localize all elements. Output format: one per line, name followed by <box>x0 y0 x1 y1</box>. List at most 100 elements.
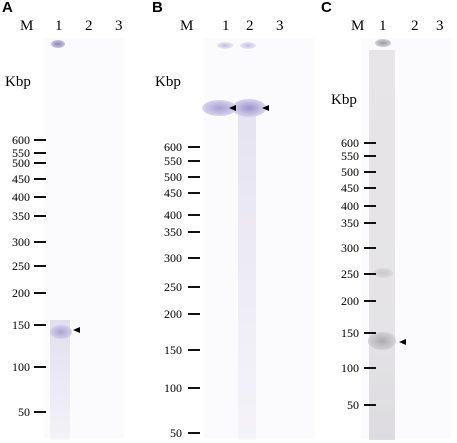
ladder-label-500: 500 <box>12 156 30 170</box>
unit-label: Kbp <box>331 92 357 108</box>
ladder-label-450: 450 <box>12 172 30 186</box>
band-lane-1-140kbp <box>368 332 396 350</box>
ladder-tick-50 <box>34 411 46 413</box>
lane-label-m: M <box>180 18 194 34</box>
ladder-tick-300 <box>364 247 376 249</box>
ladder-label-300: 300 <box>12 235 30 249</box>
ladder-label-550: 550 <box>341 149 359 163</box>
ladder-label-600: 600 <box>164 140 182 154</box>
ladder-label-350: 350 <box>12 209 30 223</box>
gel-lanes <box>44 38 124 438</box>
gel-lanes <box>204 38 314 438</box>
band-lane-1-145kbp <box>50 325 72 339</box>
lane-label-1: 1 <box>55 18 63 34</box>
panel-letter: C <box>321 0 332 16</box>
ladder-tick-350 <box>364 222 376 224</box>
lane-1-smear <box>50 320 70 440</box>
arrowhead-marker-lane-1 <box>229 105 236 111</box>
ladder-tick-200 <box>188 313 200 315</box>
ladder-tick-500 <box>34 162 46 164</box>
ladder-tick-250 <box>188 286 200 288</box>
ladder-tick-50 <box>188 432 200 434</box>
ladder-tick-400 <box>34 196 46 198</box>
lane-label-2: 2 <box>246 18 254 34</box>
lane-label-m: M <box>20 18 34 34</box>
ladder-label-50: 50 <box>170 426 182 440</box>
ladder-label-50: 50 <box>347 398 359 412</box>
ladder-tick-150 <box>188 349 200 351</box>
unit-label: Kbp <box>5 74 31 90</box>
ladder-label-150: 150 <box>12 318 30 332</box>
ladder-label-350: 350 <box>341 216 359 230</box>
ladder-label-600: 600 <box>12 133 30 147</box>
lane-label-3: 3 <box>436 18 444 34</box>
ladder-label-350: 350 <box>164 225 182 239</box>
ladder-label-200: 200 <box>341 294 359 308</box>
ladder-tick-150 <box>364 332 376 334</box>
ladder-tick-600 <box>364 142 376 144</box>
lane-label-1: 1 <box>222 18 230 34</box>
ladder-tick-450 <box>364 187 376 189</box>
ladder-tick-550 <box>34 152 46 154</box>
ladder-label-300: 300 <box>164 251 182 265</box>
band-lane-1-250kbp <box>373 268 393 278</box>
panel-letter: A <box>2 0 13 16</box>
lane-label-2: 2 <box>411 18 419 34</box>
ladder-tick-300 <box>34 241 46 243</box>
ladder-tick-500 <box>188 176 200 178</box>
ladder-label-500: 500 <box>164 170 182 184</box>
lane-1-smear <box>369 50 395 440</box>
ladder-tick-100 <box>34 366 46 368</box>
ladder-tick-550 <box>364 155 376 157</box>
ladder-label-550: 550 <box>164 154 182 168</box>
ladder-tick-600 <box>188 146 200 148</box>
ladder-label-450: 450 <box>341 181 359 195</box>
lane-label-3: 3 <box>276 18 284 34</box>
panel-a: A M 1 2 3 Kbp 600 550 500 450 400 350 30… <box>0 0 152 443</box>
ladder-tick-350 <box>188 231 200 233</box>
arrowhead-marker <box>399 339 406 345</box>
ladder-label-600: 600 <box>341 136 359 150</box>
ladder-label-450: 450 <box>164 186 182 200</box>
ladder-tick-500 <box>364 171 376 173</box>
ladder-label-400: 400 <box>164 208 182 222</box>
ladder-label-100: 100 <box>12 360 30 374</box>
lane-label-3: 3 <box>115 18 123 34</box>
panel-c: C M 1 2 3 Kbp 600 550 500 450 400 350 30… <box>319 0 457 443</box>
ladder-tick-100 <box>188 387 200 389</box>
ladder-label-300: 300 <box>341 241 359 255</box>
ladder-tick-550 <box>188 160 200 162</box>
ladder-tick-250 <box>364 273 376 275</box>
panel-b: B M 1 2 3 Kbp 600 550 500 450 400 350 30… <box>152 0 319 443</box>
ladder-label-500: 500 <box>341 165 359 179</box>
ladder-label-250: 250 <box>341 267 359 281</box>
ladder-tick-450 <box>188 192 200 194</box>
well-band-lane-1 <box>217 42 233 49</box>
ladder-label-150: 150 <box>341 326 359 340</box>
ladder-label-400: 400 <box>341 199 359 213</box>
ladder-label-100: 100 <box>341 361 359 375</box>
well-band-lane-2 <box>240 42 256 49</box>
ladder-label-200: 200 <box>12 286 30 300</box>
ladder-tick-350 <box>34 215 46 217</box>
ladder-label-550: 550 <box>12 146 30 160</box>
well-band-lane-1 <box>375 39 391 47</box>
band-lane-1-top <box>202 100 237 116</box>
band-lane-2-top <box>232 99 266 117</box>
ladder-tick-50 <box>364 404 376 406</box>
ladder-tick-200 <box>364 300 376 302</box>
ladder-label-250: 250 <box>12 259 30 273</box>
ladder-tick-200 <box>34 292 46 294</box>
lane-label-m: M <box>351 18 365 34</box>
ladder-tick-600 <box>34 139 46 141</box>
arrowhead-marker-lane-2 <box>262 105 269 111</box>
lane-label-1: 1 <box>379 18 387 34</box>
arrowhead-marker <box>73 327 80 333</box>
well-band-lane-1 <box>51 40 65 48</box>
lane-label-2: 2 <box>85 18 93 34</box>
ladder-label-200: 200 <box>164 307 182 321</box>
ladder-label-100: 100 <box>164 381 182 395</box>
ladder-tick-400 <box>188 214 200 216</box>
ladder-tick-450 <box>34 178 46 180</box>
ladder-tick-150 <box>34 324 46 326</box>
